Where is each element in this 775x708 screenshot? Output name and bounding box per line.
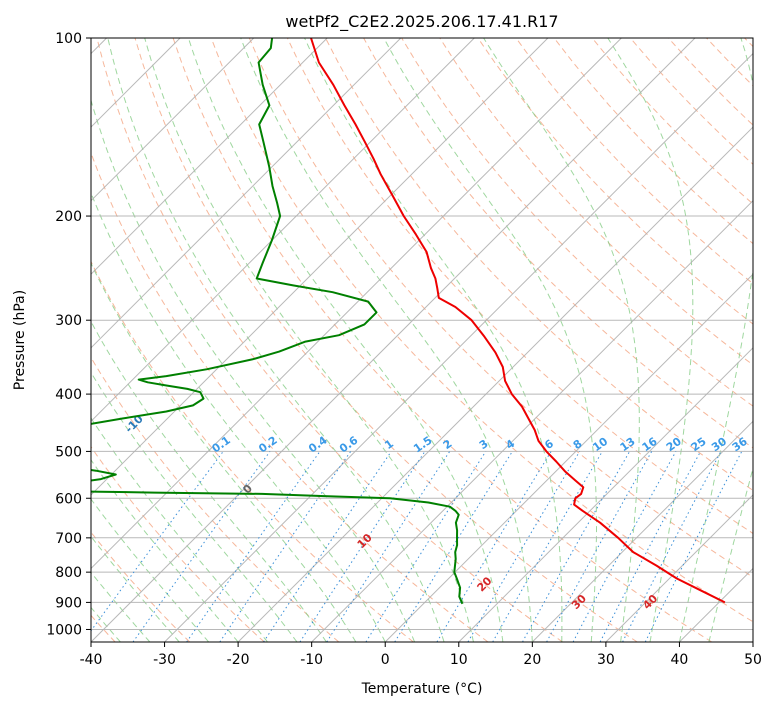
isotherm-line — [384, 273, 753, 642]
mixing-ratio-line — [572, 451, 677, 642]
isotherm-line — [91, 38, 549, 496]
dry-adiabat-line — [91, 445, 265, 642]
axis-ticks: -40 -30 -20 -10 0 10 20 30 40 50 100 200 300 400 500 60… — [46, 31, 762, 668]
x-tick-label: -30 — [153, 652, 176, 668]
moist-adiabat-line — [91, 320, 327, 642]
moist-adiabat-line — [91, 498, 210, 642]
isotherm-line — [91, 38, 475, 423]
y-tick-label: 100 — [55, 31, 82, 47]
moist-adiabat-line — [91, 371, 298, 642]
dry-adiabat-line — [325, 38, 753, 491]
isotherm-line — [605, 494, 753, 642]
plot-frame — [90, 37, 754, 643]
y-tick-label: 700 — [55, 531, 82, 547]
moist-adiabat-line — [304, 38, 563, 642]
isotherm-line — [91, 38, 622, 570]
y-tick-label: 300 — [55, 313, 82, 329]
y-tick-label: 900 — [55, 595, 82, 611]
y-tick-label: 500 — [55, 444, 82, 460]
y-tick-label: 800 — [55, 565, 82, 581]
mixing-ratio-line — [263, 451, 392, 642]
moist-adiabat-line — [91, 191, 386, 642]
mixing-ratio-line — [132, 451, 271, 642]
x-tick-label: 50 — [744, 652, 762, 668]
isotherm-line — [91, 38, 255, 202]
mixing-ratio-line — [546, 451, 653, 642]
background-lines — [91, 38, 753, 642]
mixing-ratio-line — [467, 451, 581, 642]
dry-adiabat-line — [172, 38, 713, 642]
moist-adiabat-line — [91, 458, 239, 642]
x-tick-label: -10 — [300, 652, 323, 668]
mixing-ratio-line — [365, 451, 487, 642]
isotherm-line — [91, 38, 402, 349]
temperature-profile-line — [310, 38, 726, 604]
mixing-ratio-line — [186, 451, 321, 642]
x-tick-label: 20 — [523, 652, 541, 668]
mixing-ratio-line — [219, 451, 352, 642]
x-tick-label: 0 — [381, 652, 390, 668]
isotherm-line — [91, 38, 696, 642]
moist-adiabat-line — [607, 38, 694, 642]
moist-adiabat-line — [107, 38, 445, 642]
mixing-ratio-line — [436, 451, 552, 642]
x-tick-label: 40 — [671, 652, 689, 668]
x-axis-label: Temperature (°C) — [361, 681, 483, 697]
mixing-ratio-line — [394, 451, 513, 642]
moist-adiabat-line — [240, 38, 533, 642]
x-tick-label: 10 — [450, 652, 468, 668]
isotherm-line — [91, 38, 328, 275]
isotherm-line — [164, 52, 753, 642]
moist-adiabat-line — [91, 417, 268, 642]
dry-adiabat-line — [286, 38, 753, 535]
isotherm-line — [458, 347, 753, 642]
isotherm-line — [311, 199, 753, 642]
profile-lines — [91, 38, 726, 605]
y-tick-label: 200 — [55, 209, 82, 225]
y-tick-label: 1000 — [46, 622, 82, 638]
mixing-ratio-line — [299, 451, 426, 642]
moist-adiabat-line — [91, 262, 357, 642]
moist-adiabat-line — [91, 571, 151, 642]
isotherm-line — [237, 126, 753, 642]
dry-adiabat-line — [210, 38, 753, 623]
dry-adiabat-line — [515, 38, 753, 285]
dry-adiabat-line — [134, 38, 638, 642]
x-tick-label: -20 — [227, 652, 250, 668]
dry-adiabat-line — [91, 260, 414, 642]
y-tick-label: 600 — [55, 491, 82, 507]
y-tick-label: 400 — [55, 387, 82, 403]
moist-adiabat-line — [383, 38, 597, 642]
chart-title: wetPf2_C2E2.2025.206.17.41.R17 — [285, 12, 558, 32]
mixing-ratio-line — [326, 451, 451, 642]
moist-adiabat-line — [144, 38, 474, 642]
x-tick-label: -40 — [80, 652, 103, 668]
moist-adiabat-line — [187, 38, 504, 642]
dry-adiabat-line — [96, 38, 563, 642]
y-axis-label: Pressure (hPa) — [12, 290, 28, 390]
moist-adiabat-line — [91, 535, 180, 642]
moist-adiabat-line — [483, 38, 640, 642]
moist-adiabat-line — [678, 38, 753, 642]
dewpoint-profile-line — [91, 38, 464, 605]
dry-adiabat-line — [248, 38, 753, 578]
isotherm-line — [531, 420, 753, 642]
x-tick-label: 30 — [597, 652, 615, 668]
